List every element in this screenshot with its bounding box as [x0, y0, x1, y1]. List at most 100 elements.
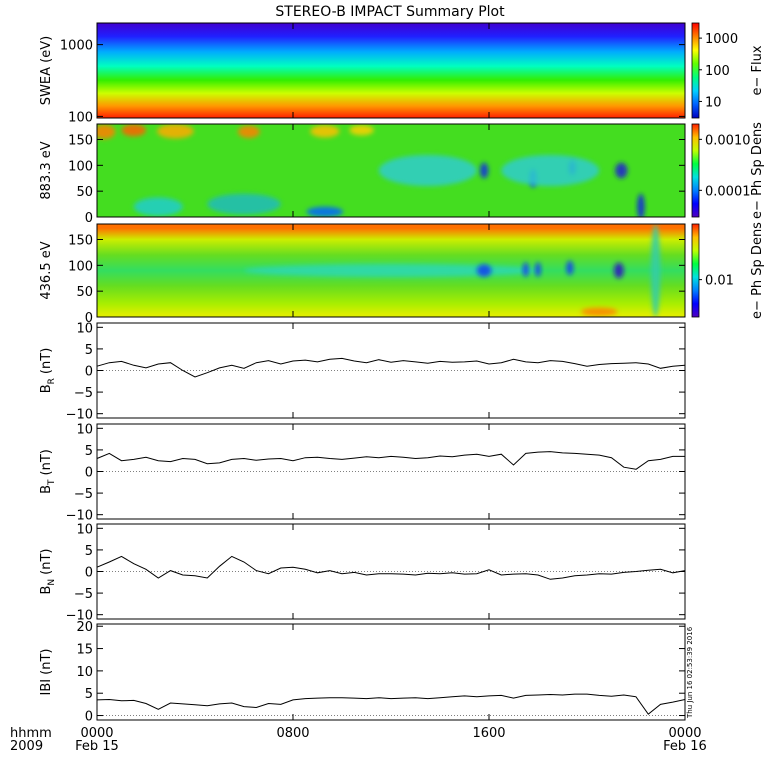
heatmap-blob [121, 124, 146, 137]
heatmap-blob [378, 155, 477, 186]
ytick-label: 10 [76, 665, 93, 680]
ytick-label: 150 [68, 134, 93, 149]
heatmap-blob [476, 264, 492, 277]
heatmap-blob [637, 193, 645, 217]
colorbar-tick-label: 100 [705, 64, 730, 79]
ytick-label: 1000 [60, 39, 93, 54]
heatmap-blob [244, 264, 538, 277]
ytick-label: 10 [76, 422, 93, 437]
heatmap-swea [97, 23, 685, 118]
ytick-label: 0 [85, 311, 93, 326]
xtick-label: 0800 [276, 726, 309, 741]
heatmap-blob [237, 125, 260, 138]
ytick-label: 0 [85, 365, 93, 380]
colorbar-tick-label: 0.0010 [705, 133, 751, 148]
panel-frame [96, 223, 686, 318]
colorbar-label: e− Flux [750, 45, 765, 95]
xtick-label: 0000 [80, 726, 113, 741]
panel-swea: 10 100 1000 e− Flux 100 1000 SWEA (eV) [39, 22, 765, 125]
xtick-label: 0000 [668, 726, 701, 741]
series-line-bn [96, 555, 686, 580]
ytick-label: −10 [66, 509, 93, 524]
colorbar-label: e− Ph Sp Dens [750, 222, 765, 319]
ytick-label: 10 [76, 321, 93, 336]
panel-pad436: 0.01 e− Ph Sp Dens 0 50 100 150 436.5 eV [39, 222, 765, 326]
ytick-label: 15 [76, 643, 93, 658]
xtick-date-label: Feb 16 [663, 739, 707, 754]
ylabel-subscript: R [47, 378, 57, 384]
ylabel-quantity: IBI [39, 679, 54, 696]
heatmap-pad883 [97, 124, 685, 217]
heatmap-fill [97, 23, 685, 118]
heatmap-blob [207, 193, 281, 215]
ytick-label: −5 [74, 487, 93, 502]
heatmap-blob [522, 262, 529, 277]
ylabel: 436.5 eV [39, 241, 54, 299]
colorbar [691, 123, 700, 218]
ytick-label: 100 [68, 159, 93, 174]
panel-frame [96, 123, 686, 218]
ylabel-quantity: B [39, 384, 54, 393]
ytick-label: −10 [66, 609, 93, 624]
ytick-label: 50 [76, 185, 93, 200]
ytick-label: 10 [76, 522, 93, 537]
ytick-label: 0 [85, 211, 93, 226]
ylabel-quantity: B [39, 485, 54, 494]
panel-br: −10 −5 0 5 10 BR (nT) [39, 321, 686, 423]
ytick-label: −10 [66, 408, 93, 423]
ylabel-unit: (nT) [39, 449, 54, 475]
ytick-label: 150 [68, 234, 93, 249]
heatmap-blob [566, 260, 574, 276]
series-line-br [96, 357, 686, 378]
ylabel-subscript: T [47, 479, 57, 486]
ylabel: SWEA (eV) [39, 36, 54, 105]
time-label: hhmm [10, 726, 52, 741]
colorbar [691, 22, 700, 119]
colorbar-tick-label: 10 [705, 95, 722, 110]
panel-frame [96, 623, 686, 721]
ylabel-subscript: N [47, 579, 57, 586]
ylabel: 883.3 eV [39, 141, 54, 199]
ytick-label: −5 [74, 386, 93, 401]
heatmap-blob [97, 124, 116, 139]
heatmap-blob [650, 224, 661, 317]
colorbar-tick-label: 0.0001 [705, 184, 751, 199]
heatmap-blob [310, 125, 340, 138]
ytick-label: 0 [85, 566, 93, 581]
heatmap-blob [133, 197, 183, 216]
xtick-date-label: Feb 15 [75, 739, 119, 754]
panel-bt: −10 −5 0 5 10 BT (nT) [39, 422, 686, 524]
ylabel: BT (nT) [39, 449, 57, 494]
panel-bn: −10 −5 0 5 10 BN (nT) [39, 522, 686, 624]
ytick-label: 100 [68, 110, 93, 125]
panel-pad883: 0.0001 0.0010 e− Ph Sp Dens 0 50 100 150 883.3 … [39, 122, 765, 226]
ytick-label: 100 [68, 259, 93, 274]
ytick-label: 20 [76, 620, 93, 635]
ytick-label: 5 [85, 444, 93, 459]
ytick-label: 5 [85, 687, 93, 702]
series-line-bt [96, 451, 685, 470]
ylabel-unit: (nT) [39, 649, 54, 675]
ylabel: BR (nT) [39, 348, 57, 394]
generation-stamp: Thu Jun 16 02:53:39 2016 [686, 626, 694, 719]
xtick-label: 1600 [472, 726, 505, 741]
series-line-bmag [96, 693, 686, 715]
colorbar-label: e− Ph Sp Dens [750, 122, 765, 219]
panel-frame [96, 22, 686, 119]
panel-bmag: 0 5 10 15 20 IBI (nT) [39, 620, 686, 725]
heatmap-blob [501, 155, 600, 186]
heatmap-blob [306, 206, 344, 217]
ytick-label: −5 [74, 587, 93, 602]
heatmap-blob [534, 262, 542, 277]
ylabel-unit: (nT) [39, 348, 54, 374]
heatmap-blob [615, 162, 628, 179]
ytick-label: 5 [85, 544, 93, 559]
figure-title: STEREO-B IMPACT Summary Plot [275, 4, 505, 20]
year-label: 2009 [10, 739, 43, 754]
ylabel: BN (nT) [39, 549, 57, 595]
heatmap-blob [580, 307, 618, 316]
heatmap-blob [157, 124, 194, 139]
ylabel-unit: (nT) [39, 549, 54, 575]
